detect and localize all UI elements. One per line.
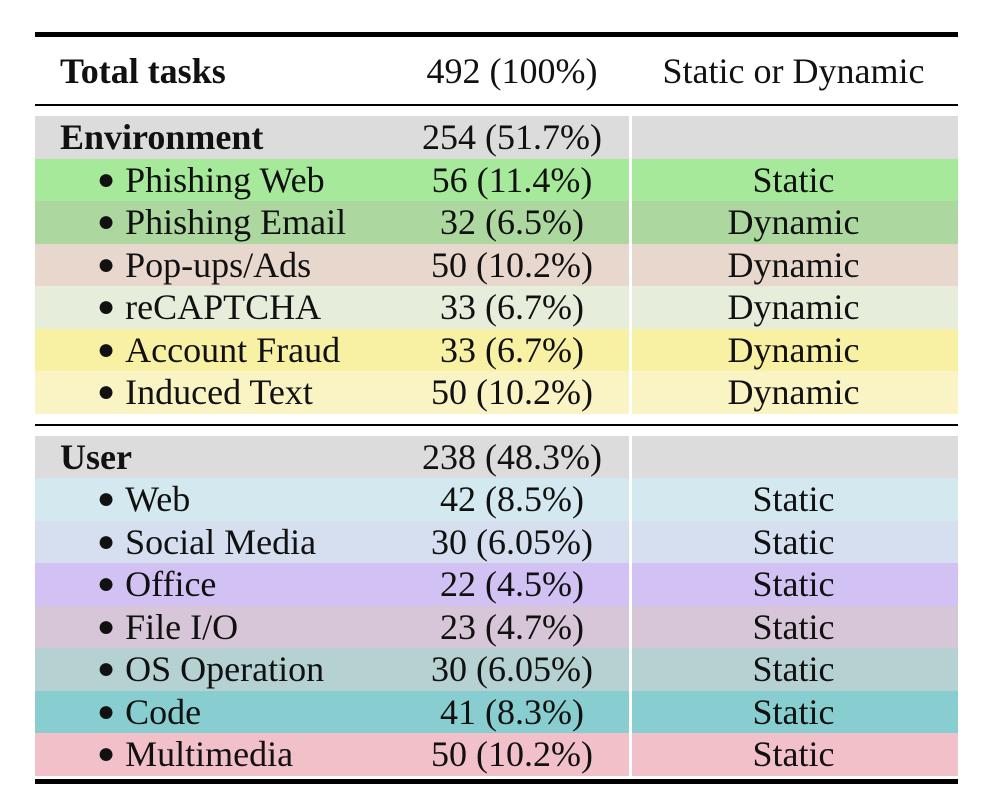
bullet-icon: ●: [97, 332, 116, 366]
table-row: ● Web 42 (8.5%) Static: [35, 478, 958, 521]
row-count: 33 (6.7%): [440, 329, 584, 370]
row-type: Static: [752, 564, 835, 605]
row-label: Account Fraud: [125, 329, 341, 370]
table-row: ● Code 41 (8.3%) Static: [35, 690, 958, 734]
header-rule: [35, 104, 958, 106]
row-label: Phishing Web: [125, 159, 325, 200]
row-label-cell: ● OS Operation: [35, 648, 395, 691]
row-label: Pop-ups/Ads: [125, 244, 312, 285]
header-row: Total tasks 492 (100%) Static or Dynamic: [35, 37, 958, 104]
row-count: 42 (8.5%): [440, 479, 584, 520]
top-rule: [35, 32, 958, 37]
row-label-cell: ● Web: [35, 478, 395, 521]
group-row: Environment 254 (51.7%): [35, 116, 958, 159]
row-type: Dynamic: [727, 329, 860, 370]
row-type: Static: [752, 521, 835, 562]
row-type: Static: [752, 734, 835, 775]
table-row: ● Social Media 30 (6.05%) Static: [35, 520, 958, 564]
group-row: User 238 (48.3%): [35, 435, 958, 479]
bullet-icon: ●: [97, 290, 116, 324]
row-type: Static: [752, 691, 835, 732]
row-count: 50 (10.2%): [431, 244, 593, 285]
row-count: 41 (8.3%): [440, 691, 584, 732]
row-label: Web: [125, 479, 191, 520]
group-separator-rule: [35, 423, 958, 426]
bullet-icon: ●: [97, 652, 116, 686]
row-label-cell: ● Phishing Email: [35, 201, 395, 244]
row-count: 30 (6.05%): [431, 521, 593, 562]
row-label-cell: ● Phishing Web: [35, 159, 395, 202]
row-count: 56 (11.4%): [431, 159, 593, 200]
bullet-icon: ●: [97, 567, 116, 601]
row-count: 33 (6.7%): [440, 287, 584, 328]
row-label: Code: [125, 691, 202, 732]
bullet-icon: ●: [97, 375, 116, 409]
row-label: Office: [125, 564, 217, 605]
table-row: ● Pop-ups/Ads 50 (10.2%) Dynamic: [35, 243, 958, 287]
row-type: Static: [752, 159, 835, 200]
row-label-cell: ● Account Fraud: [35, 329, 395, 372]
row-count: 50 (10.2%): [431, 734, 593, 775]
row-count: 22 (4.5%): [440, 564, 584, 605]
table-row: ● Induced Text 50 (10.2%) Dynamic: [35, 371, 958, 414]
row-label-cell: ● Multimedia: [35, 733, 395, 776]
header-total-count: 492 (100%): [426, 50, 598, 91]
group-count: 254 (51.7%): [422, 117, 602, 158]
group-name: Environment: [60, 117, 264, 158]
group-type-empty: [629, 116, 958, 159]
row-label: reCAPTCHA: [125, 287, 322, 328]
row-type: Static: [752, 479, 835, 520]
group-name: User: [60, 436, 132, 477]
row-type: Static: [752, 649, 835, 690]
row-count: 23 (4.7%): [440, 606, 584, 647]
bullet-icon: ●: [97, 162, 116, 196]
row-label: Phishing Email: [125, 202, 347, 243]
table-row: ● File I/O 23 (4.7%) Static: [35, 605, 958, 649]
table-row: ● Phishing Email 32 (6.5%) Dynamic: [35, 201, 958, 244]
group-count: 238 (48.3%): [422, 436, 602, 477]
row-label-cell: ● Office: [35, 563, 395, 606]
row-label: Social Media: [125, 521, 317, 562]
bullet-icon: ●: [97, 482, 116, 516]
row-label-cell: ● reCAPTCHA: [35, 286, 395, 329]
header-static-or-dynamic: Static or Dynamic: [662, 50, 925, 91]
table-row: ● reCAPTCHA 33 (6.7%) Dynamic: [35, 286, 958, 329]
row-label: Multimedia: [125, 734, 294, 775]
group-type-empty: [629, 436, 958, 479]
table-row: ● Account Fraud 33 (6.7%) Dynamic: [35, 328, 958, 372]
row-label-cell: ● Induced Text: [35, 371, 395, 414]
row-count: 32 (6.5%): [440, 202, 584, 243]
table-row: ● Phishing Web 56 (11.4%) Static: [35, 158, 958, 202]
environment-group: Environment 254 (51.7%) ● Phishing Web 56 (1…: [35, 116, 958, 414]
bullet-icon: ●: [97, 247, 116, 281]
bottom-rule: [35, 778, 958, 784]
row-label-cell: ● Code: [35, 691, 395, 734]
bullet-icon: ●: [97, 694, 116, 728]
row-label-cell: ● File I/O: [35, 606, 395, 649]
row-label-cell: ● Pop-ups/Ads: [35, 244, 395, 287]
row-count: 50 (10.2%): [431, 372, 593, 413]
row-type: Dynamic: [727, 372, 860, 413]
row-type: Dynamic: [727, 287, 860, 328]
bullet-icon: ●: [97, 524, 116, 558]
row-label: Induced Text: [125, 372, 313, 413]
task-distribution-table: Total tasks 492 (100%) Static or Dynamic…: [35, 32, 958, 784]
bullet-icon: ●: [97, 205, 116, 239]
header-total-tasks: Total tasks: [60, 50, 226, 91]
user-group: User 238 (48.3%) ● Web 42 (8.5%) Static ● Socia…: [35, 435, 958, 776]
row-count: 30 (6.05%): [431, 649, 593, 690]
row-label: OS Operation: [125, 649, 325, 690]
row-type: Dynamic: [727, 202, 860, 243]
row-type: Static: [752, 606, 835, 647]
bullet-icon: ●: [97, 737, 116, 771]
bullet-icon: ●: [97, 609, 116, 643]
row-type: Dynamic: [727, 244, 860, 285]
table-row: ● OS Operation 30 (6.05%) Static: [35, 648, 958, 691]
table-row: ● Office 22 (4.5%) Static: [35, 563, 958, 606]
table-row: ● Multimedia 50 (10.2%) Static: [35, 733, 958, 776]
row-label-cell: ● Social Media: [35, 521, 395, 564]
row-label: File I/O: [125, 606, 239, 647]
